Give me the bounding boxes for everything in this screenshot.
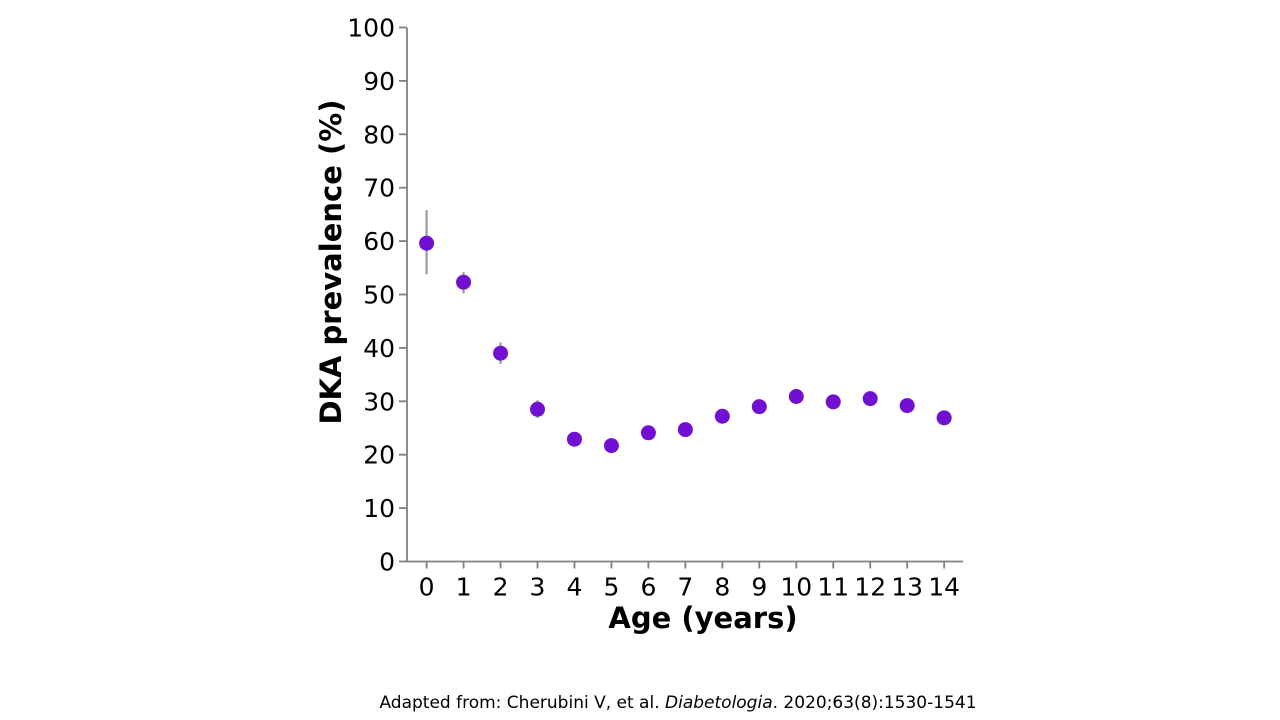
- x-tick-label: 13: [891, 573, 923, 602]
- x-tick-label: 1: [456, 573, 472, 602]
- data-point: [825, 394, 841, 410]
- y-tick-label: 60: [363, 227, 395, 256]
- citation-prefix: Adapted from: Cherubini V, et al.: [379, 693, 666, 713]
- data-point: [529, 401, 545, 417]
- data-point: [493, 345, 509, 361]
- x-tick-label: 6: [640, 573, 656, 602]
- y-tick-label: 0: [379, 548, 395, 577]
- data-point: [640, 425, 656, 441]
- data-point: [566, 431, 582, 447]
- x-tick-label: 7: [677, 573, 693, 602]
- x-tick-label: 4: [567, 573, 583, 602]
- x-tick-label: 8: [714, 573, 730, 602]
- data-point: [419, 235, 435, 251]
- x-tick-label: 0: [419, 573, 435, 602]
- x-tick-label: 12: [854, 573, 886, 602]
- y-axis-title: DKA prevalence (%): [314, 99, 348, 425]
- citation-journal: Diabetologia: [665, 693, 773, 713]
- x-tick-label: 11: [817, 573, 849, 602]
- x-axis-title: Age (years): [608, 601, 798, 635]
- y-tick-label: 100: [347, 14, 395, 43]
- x-tick-label: 14: [928, 573, 960, 602]
- y-tick-label: 50: [363, 281, 395, 310]
- y-tick-label: 20: [363, 441, 395, 470]
- data-point: [862, 391, 878, 407]
- data-point: [677, 422, 693, 438]
- x-tick-label: 2: [493, 573, 509, 602]
- data-point: [936, 410, 952, 426]
- x-tick-label: 5: [603, 573, 619, 602]
- citation-suffix: . 2020;63(8):1530-1541: [772, 693, 977, 713]
- y-tick-label: 70: [363, 174, 395, 203]
- y-tick-label: 80: [363, 120, 395, 149]
- data-point: [603, 438, 619, 454]
- x-tick-label: 9: [751, 573, 767, 602]
- data-point: [788, 388, 804, 404]
- citation: Adapted from: Cherubini V, et al. Diabet…: [76, 693, 1280, 713]
- data-point: [751, 399, 767, 415]
- x-tick-label: 3: [530, 573, 546, 602]
- x-tick-label: 10: [780, 573, 812, 602]
- data-point: [456, 274, 472, 290]
- y-tick-label: 10: [363, 494, 395, 523]
- y-tick-label: 30: [363, 387, 395, 416]
- y-tick-label: 40: [363, 334, 395, 363]
- y-tick-label: 90: [363, 67, 395, 96]
- data-point: [714, 408, 730, 424]
- data-point: [899, 398, 915, 414]
- x-axis-title-row: Age (years): [126, 601, 1280, 635]
